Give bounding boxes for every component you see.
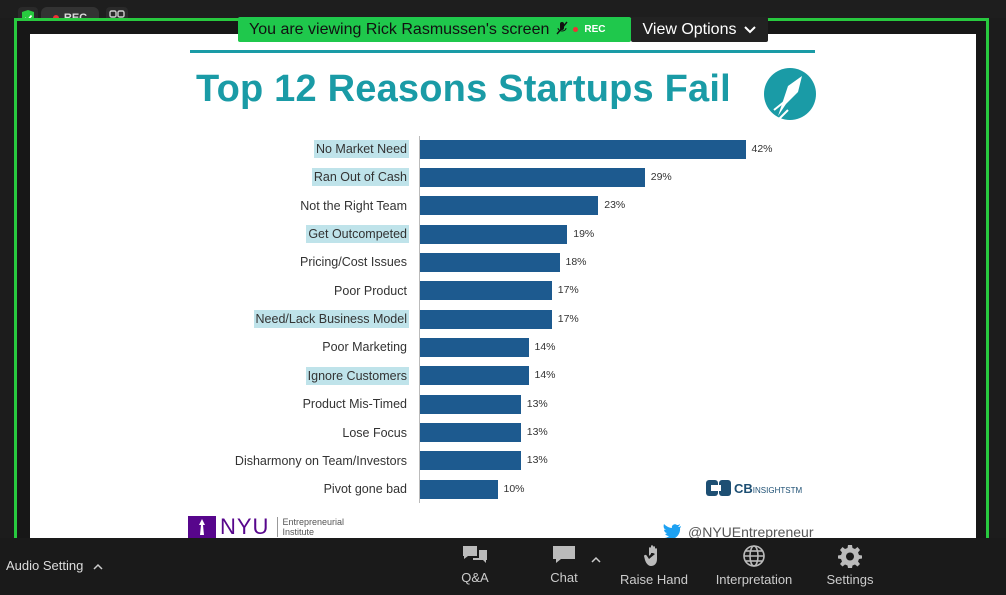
bar-value-label: 10% <box>503 482 525 495</box>
category-label: Pivot gone bad <box>323 482 407 497</box>
bar <box>420 196 599 216</box>
bar-value-label: 23% <box>604 199 626 212</box>
bar <box>420 451 521 471</box>
bar-value-label: 29% <box>650 170 672 183</box>
chat-chevron-up-icon[interactable] <box>591 550 601 568</box>
bar-value-label: 17% <box>557 312 579 325</box>
hand-icon <box>644 545 657 566</box>
chat-label: Chat <box>550 570 578 585</box>
bar <box>420 224 568 244</box>
shared-slide: Top 12 Reasons Startups Fail No Market N… <box>30 34 976 538</box>
bar-value-label: 17% <box>557 284 579 297</box>
category-label: Poor Product <box>334 283 407 298</box>
category-label: Ignore Customers <box>305 366 409 385</box>
settings-label: Settings <box>826 572 874 587</box>
viewing-text: You are viewing Rick Rasmussen's screen <box>249 20 550 38</box>
banner-rec-label: REC <box>584 24 606 35</box>
bar-value-label: 18% <box>565 255 587 268</box>
bar-value-label: 13% <box>526 426 548 438</box>
interpretation-button[interactable]: Interpretation <box>708 538 800 595</box>
raise-hand-button[interactable]: Raise Hand <box>614 538 694 595</box>
interpretation-label: Interpretation <box>715 572 793 587</box>
nyu-logo: NYU Entrepreneurial Institute <box>188 514 352 538</box>
bar <box>420 281 552 301</box>
nyu-subtitle: Entrepreneurial Institute <box>277 517 352 537</box>
bar <box>420 252 560 272</box>
bar <box>420 479 498 499</box>
cb-insights-rocket-logo-icon <box>760 64 820 128</box>
view-options-label: View Options <box>642 20 737 38</box>
twitter-handle-text: @NYUEntrepreneur <box>688 524 814 538</box>
cb-label: CB <box>734 480 753 496</box>
cb-mark-icon <box>706 480 732 496</box>
globe-icon <box>743 545 765 567</box>
bar <box>420 337 529 357</box>
bar <box>420 423 521 442</box>
category-label: Product Mis-Timed <box>302 397 407 412</box>
category-label: Pricing/Cost Issues <box>300 255 407 270</box>
audio-setting-button[interactable]: Audio Setting <box>6 558 103 573</box>
bar-value-label: 13% <box>526 454 548 467</box>
category-label: Get Outcompeted <box>306 225 409 244</box>
bar-value-label: 42% <box>751 142 773 155</box>
viewing-screen-banner: You are viewing Rick Rasmussen's screen … <box>238 17 631 42</box>
muted-mic-icon <box>555 21 569 38</box>
qa-button[interactable]: Q&A <box>455 538 495 595</box>
nyu-torch-icon <box>188 516 216 538</box>
bar <box>420 394 521 414</box>
qa-icon <box>463 546 487 563</box>
category-label: Need/Lack Business Model <box>253 310 409 329</box>
bar-value-label: 14% <box>534 340 556 353</box>
category-label: Poor Marketing <box>322 340 407 355</box>
meeting-toolbar: Audio Setting Q&A Chat Raise Hand Interp… <box>0 538 1006 595</box>
top-bar <box>0 0 1006 18</box>
settings-button[interactable]: Settings <box>822 538 878 595</box>
category-label: Disharmony on Team/Investors <box>234 453 407 468</box>
nyu-text: NYU <box>220 514 270 538</box>
category-label: Lose Focus <box>342 425 407 440</box>
cb-insights-text: CBINSIGHTSTM <box>734 481 802 496</box>
chat-button[interactable]: Chat <box>544 538 584 595</box>
chat-icon <box>553 546 575 563</box>
banner-rec-dot-icon <box>573 27 579 32</box>
chevron-up-icon <box>93 558 103 573</box>
bar <box>420 309 552 329</box>
twitter-handle: @NYUEntrepreneur <box>662 524 814 538</box>
slide-title: Top 12 Reasons Startups Fail <box>196 68 731 110</box>
bar <box>420 139 746 159</box>
raise-hand-label: Raise Hand <box>620 572 688 587</box>
chart-axis <box>419 136 420 503</box>
slide-top-rule <box>190 50 815 53</box>
category-label: No Market Need <box>313 140 409 158</box>
bar-value-label: 13% <box>526 397 548 410</box>
bar <box>420 366 529 386</box>
twitter-bird-icon <box>663 524 681 538</box>
view-options-button[interactable]: View Options <box>631 17 768 42</box>
cb-tm: TM <box>790 485 803 495</box>
gear-icon <box>838 545 862 568</box>
qa-label: Q&A <box>461 570 489 585</box>
chevron-down-icon <box>744 21 757 39</box>
bar <box>420 167 645 187</box>
bar-value-label: 19% <box>573 227 595 240</box>
bar-value-label: 14% <box>534 369 556 382</box>
cb-sub: INSIGHTS <box>752 485 791 495</box>
cb-insights-logo: CBINSIGHTSTM <box>706 477 802 499</box>
audio-setting-label: Audio Setting <box>6 558 84 573</box>
category-label: Ran Out of Cash <box>311 168 409 187</box>
category-label: Not the Right Team <box>300 198 407 213</box>
